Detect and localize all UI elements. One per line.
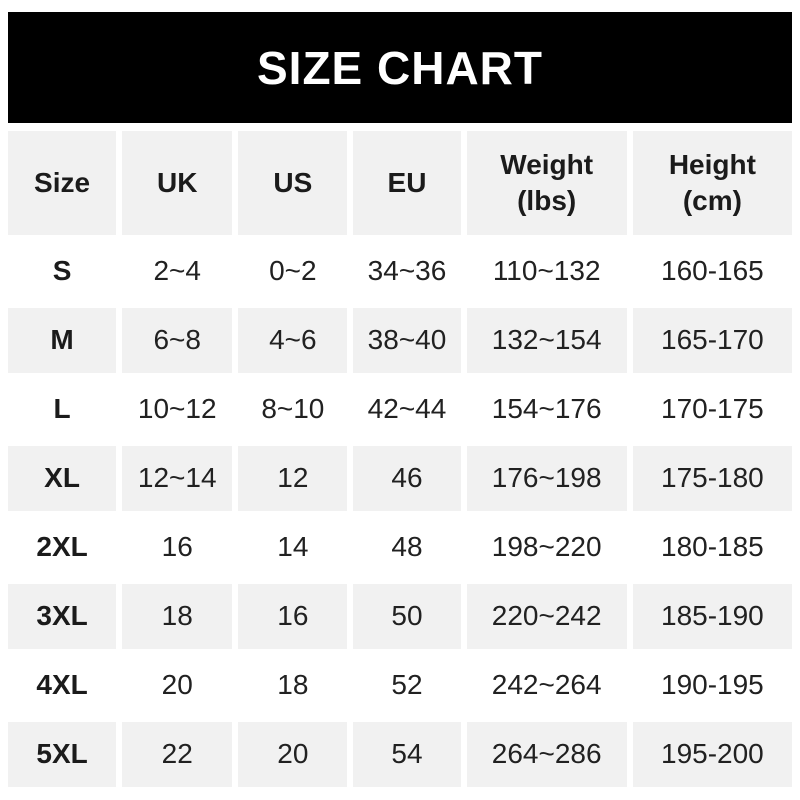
uk-cell: 20 — [122, 653, 233, 718]
eu-cell: 50 — [353, 584, 461, 649]
page-title: SIZE CHART — [257, 41, 543, 94]
weight-cell: 154~176 — [466, 377, 627, 442]
size-table: Size UK US EU Weight (lbs) Height (cm) S… — [8, 131, 792, 787]
height-cell: 165-170 — [632, 308, 792, 373]
eu-cell: 48 — [353, 515, 461, 580]
eu-cell: 46 — [353, 446, 461, 511]
height-cell: 180-185 — [632, 515, 792, 580]
uk-cell: 10~12 — [122, 377, 233, 442]
eu-cell: 54 — [353, 722, 461, 787]
header-cell-eu: EU — [353, 131, 461, 235]
size-cell: 2XL — [8, 515, 117, 580]
height-cell: 185-190 — [632, 584, 792, 649]
uk-cell: 22 — [122, 722, 233, 787]
header-cell-height: Height (cm) — [632, 131, 792, 235]
uk-cell: 16 — [122, 515, 233, 580]
size-chart-banner: SIZE CHART — [8, 12, 792, 123]
size-cell: M — [8, 308, 117, 373]
header-cell-size: Size — [8, 131, 117, 235]
us-cell: 14 — [238, 515, 348, 580]
uk-cell: 2~4 — [122, 239, 233, 304]
us-cell: 20 — [238, 722, 348, 787]
eu-cell: 42~44 — [353, 377, 461, 442]
header-cell-uk: UK — [122, 131, 233, 235]
weight-cell: 198~220 — [466, 515, 627, 580]
weight-cell: 220~242 — [466, 584, 627, 649]
eu-cell: 52 — [353, 653, 461, 718]
height-cell: 190-195 — [632, 653, 792, 718]
weight-cell: 242~264 — [466, 653, 627, 718]
weight-cell: 176~198 — [466, 446, 627, 511]
height-cell: 195-200 — [632, 722, 792, 787]
weight-cell: 132~154 — [466, 308, 627, 373]
size-cell: S — [8, 239, 117, 304]
us-cell: 16 — [238, 584, 348, 649]
us-cell: 0~2 — [238, 239, 348, 304]
header-cell-us: US — [238, 131, 348, 235]
size-cell: XL — [8, 446, 117, 511]
height-cell: 160-165 — [632, 239, 792, 304]
size-cell: 4XL — [8, 653, 117, 718]
weight-cell: 110~132 — [466, 239, 627, 304]
size-cell: L — [8, 377, 117, 442]
us-cell: 4~6 — [238, 308, 348, 373]
size-cell: 5XL — [8, 722, 117, 787]
uk-cell: 12~14 — [122, 446, 233, 511]
eu-cell: 38~40 — [353, 308, 461, 373]
height-cell: 175-180 — [632, 446, 792, 511]
header-cell-weight: Weight (lbs) — [466, 131, 627, 235]
us-cell: 18 — [238, 653, 348, 718]
weight-cell: 264~286 — [466, 722, 627, 787]
us-cell: 8~10 — [238, 377, 348, 442]
uk-cell: 18 — [122, 584, 233, 649]
size-cell: 3XL — [8, 584, 117, 649]
eu-cell: 34~36 — [353, 239, 461, 304]
us-cell: 12 — [238, 446, 348, 511]
uk-cell: 6~8 — [122, 308, 233, 373]
height-cell: 170-175 — [632, 377, 792, 442]
